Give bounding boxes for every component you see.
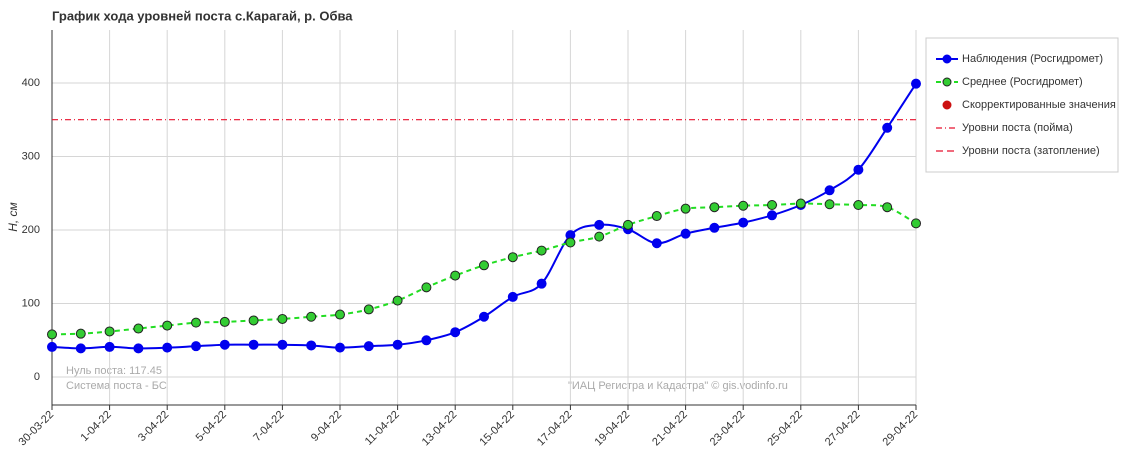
data-point [162, 320, 173, 331]
legend-marker [942, 54, 952, 64]
data-point [594, 231, 605, 242]
legend-label: Уровни поста (пойма) [962, 122, 1073, 134]
data-point [248, 315, 259, 326]
data-point [680, 203, 691, 214]
legend-label: Наблюдения (Росгидромет) [962, 53, 1103, 65]
data-point [479, 260, 489, 271]
data-point [680, 228, 691, 239]
x-tick-label: 17-04-22 [535, 409, 575, 449]
x-tick-label: 3-04-22 [136, 409, 171, 444]
x-tick-label: 30-03-22 [17, 409, 57, 449]
legend-label: Скорректированные значения [962, 99, 1116, 111]
data-point [392, 339, 403, 350]
data-point [882, 202, 893, 213]
data-point [219, 339, 230, 350]
data-point [853, 200, 864, 210]
data-point [363, 304, 374, 315]
series-line [51, 83, 917, 350]
data-point [738, 200, 749, 211]
data-point [363, 341, 374, 352]
legend-marker [942, 77, 952, 87]
x-tick-label: 15-04-22 [477, 409, 517, 449]
data-point [248, 339, 259, 350]
annotation: Нуль поста: 117.45 [66, 365, 162, 377]
y-tick-label: 300 [22, 150, 40, 162]
data-point [191, 317, 201, 328]
data-point [75, 343, 86, 354]
data-point [392, 295, 403, 306]
data-point [306, 311, 317, 322]
x-tick-label: 21-04-22 [650, 409, 690, 449]
legend-label: Уровни поста (затопление) [962, 145, 1100, 157]
y-tick-label: 200 [22, 224, 40, 236]
x-tick-label: 27-04-22 [823, 409, 863, 449]
data-point [795, 198, 806, 209]
data-point [47, 341, 57, 352]
data-point [75, 328, 86, 339]
data-point [479, 311, 489, 322]
data-point [824, 185, 835, 196]
y-tick-label: 0 [34, 371, 40, 383]
data-point [882, 122, 893, 133]
data-point [421, 335, 432, 346]
data-point [853, 164, 864, 175]
x-tick-label: 19-04-22 [593, 409, 633, 449]
data-point [450, 270, 461, 281]
data-point [767, 210, 777, 221]
x-tick-label: 1-04-22 [78, 409, 113, 444]
data-point [565, 237, 576, 248]
data-point [536, 245, 547, 256]
x-tick-label: 11-04-22 [363, 409, 402, 448]
data-point [651, 211, 662, 222]
data-point [133, 343, 144, 354]
data-point [651, 238, 662, 249]
data-point [104, 326, 115, 337]
data-point [623, 219, 633, 230]
data-point [335, 342, 345, 353]
data-point [709, 222, 720, 233]
annotation: Система поста - БС [66, 380, 167, 392]
data-point [162, 342, 173, 353]
data-point [824, 199, 835, 210]
data-point [335, 309, 345, 320]
legend-box [925, 37, 1119, 173]
x-tick-label: 29-04-22 [881, 409, 921, 449]
data-point [709, 202, 720, 213]
data-point [277, 339, 288, 350]
legend-label: Среднее (Росгидромет) [962, 76, 1083, 88]
x-tick-label: 25-04-22 [765, 409, 805, 449]
x-tick-label: 5-04-22 [194, 409, 229, 444]
data-point [421, 282, 432, 293]
data-point [306, 340, 317, 351]
data-point [738, 217, 749, 228]
data-point [507, 291, 518, 302]
data-point [911, 78, 921, 89]
data-point [767, 200, 777, 210]
data-point [594, 219, 605, 230]
legend-marker [942, 100, 952, 110]
y-tick-label: 400 [22, 77, 40, 89]
annotation: "ИАЦ Регистра и Кадастра" © gis.vodinfo.… [568, 380, 788, 392]
x-tick-label: 23-04-22 [708, 409, 748, 449]
x-tick-label: 13-04-22 [420, 409, 460, 449]
x-tick-label: 7-04-22 [251, 409, 286, 444]
chart-title: График хода уровней поста с.Карагай, р. … [52, 8, 353, 23]
data-point [219, 316, 230, 327]
data-point [133, 323, 144, 334]
y-tick-label: 100 [22, 297, 40, 309]
data-point [191, 341, 201, 352]
data-point [47, 329, 57, 340]
data-point [911, 218, 921, 229]
x-tick-label: 9-04-22 [309, 409, 344, 444]
data-point [104, 341, 115, 352]
data-point [450, 327, 461, 338]
data-point [507, 252, 518, 263]
y-axis-label: H, см [6, 202, 20, 232]
data-point [277, 313, 288, 324]
data-point [536, 278, 547, 289]
